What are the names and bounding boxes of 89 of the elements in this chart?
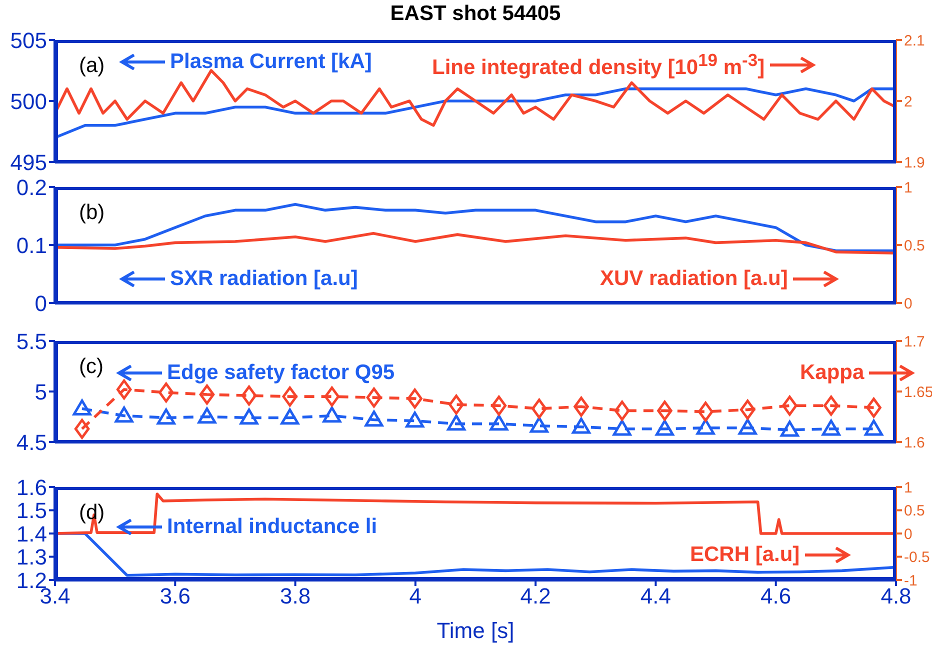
annotation: (c)	[79, 355, 104, 379]
y2-tick-label: 1.7	[904, 333, 925, 350]
point	[241, 385, 257, 406]
x-tick-label: 3.6	[160, 584, 190, 609]
point	[530, 416, 548, 433]
y2-tick-label: 2	[904, 93, 912, 110]
y-tick-label: 500	[10, 88, 47, 114]
point	[823, 396, 839, 416]
y-tick-label: 1.4	[16, 521, 47, 546]
point	[696, 418, 715, 435]
point	[324, 386, 340, 407]
y-tick-label: 5.5	[16, 328, 47, 354]
line-series	[55, 203, 896, 252]
legend-label: SXR radiation [a.u]	[170, 267, 358, 291]
point	[490, 414, 508, 431]
series-label: Line integrated density [10$^{19}$ m$^{-3}$]	[432, 50, 765, 80]
point	[322, 406, 342, 423]
point	[782, 396, 798, 416]
legend-label: Internal inductance li	[167, 515, 378, 539]
point	[74, 418, 90, 439]
point	[199, 384, 215, 405]
y2-tick-label: 1.6	[904, 434, 925, 452]
x-tick-label: 4.2	[520, 584, 551, 609]
point	[655, 420, 674, 436]
point	[614, 400, 630, 421]
y2-tick-label: 1	[904, 479, 912, 496]
annotation: (a)	[79, 54, 105, 78]
point	[447, 414, 466, 431]
x-tick-label: 4	[409, 584, 422, 609]
point	[822, 420, 840, 436]
line-series	[55, 87, 896, 139]
y2-tick-label: 0.5	[904, 502, 925, 520]
y-tick-label: 5	[34, 379, 47, 404]
point	[240, 408, 258, 425]
point	[698, 402, 714, 422]
y2-tick-label: 0	[904, 295, 912, 312]
point	[72, 399, 92, 416]
point	[866, 398, 882, 418]
point	[158, 382, 174, 403]
annotation: (b)	[79, 201, 105, 225]
point	[864, 420, 884, 436]
x-tick-label: 3.8	[280, 584, 311, 609]
y-tick-label: 505	[10, 28, 47, 53]
series-label: ECRH [a.u]	[690, 543, 800, 567]
point	[282, 386, 298, 407]
x-tick-label: 4.4	[640, 584, 672, 609]
line-series	[55, 492, 896, 535]
point	[116, 379, 132, 400]
y2-tick-label: 1	[904, 179, 912, 196]
legend-label: Plasma Current [kA]	[170, 50, 372, 74]
y-tick-label: 1.3	[16, 544, 47, 570]
y-tick-label: 1.6	[16, 474, 47, 500]
y-tick-label: 0.2	[16, 174, 47, 200]
x-tick-label: 4.6	[760, 584, 792, 609]
series-label: Kappa	[800, 361, 864, 385]
y-tick-label: 495	[10, 150, 47, 175]
point	[532, 398, 547, 419]
point	[574, 396, 589, 417]
y2-tick-label: 2.1	[904, 32, 925, 50]
point	[491, 396, 507, 416]
y-tick-label: 1.5	[16, 498, 47, 524]
y-tick-label: 4.5	[16, 430, 47, 455]
point	[572, 418, 590, 434]
y-tick-label: 0	[34, 290, 47, 316]
y2-tick-label: 0.5	[904, 237, 925, 254]
point	[406, 412, 424, 428]
point	[738, 418, 757, 435]
point	[407, 388, 422, 409]
point	[612, 420, 632, 436]
x-axis-title: Time [s]	[436, 618, 514, 643]
legend-label: Edge safety factor Q95	[167, 361, 395, 385]
y2-tick-label: 1.9	[904, 154, 925, 172]
point	[366, 388, 382, 408]
point	[280, 408, 300, 425]
point	[740, 400, 756, 420]
series-label: XUV radiation [a.u]	[600, 267, 788, 291]
point	[114, 406, 134, 423]
point	[657, 400, 672, 421]
point	[448, 394, 464, 415]
y-tick-label: 0.1	[16, 232, 47, 258]
chart-title: EAST shot 54405	[389, 2, 562, 26]
point	[364, 410, 384, 427]
annotation: (d)	[79, 501, 105, 525]
y2-tick-label: -0.5	[904, 549, 930, 566]
y2-tick-label: 0	[904, 526, 912, 543]
point	[198, 408, 216, 424]
line-series	[55, 232, 896, 255]
point	[780, 420, 799, 437]
point	[156, 408, 176, 425]
